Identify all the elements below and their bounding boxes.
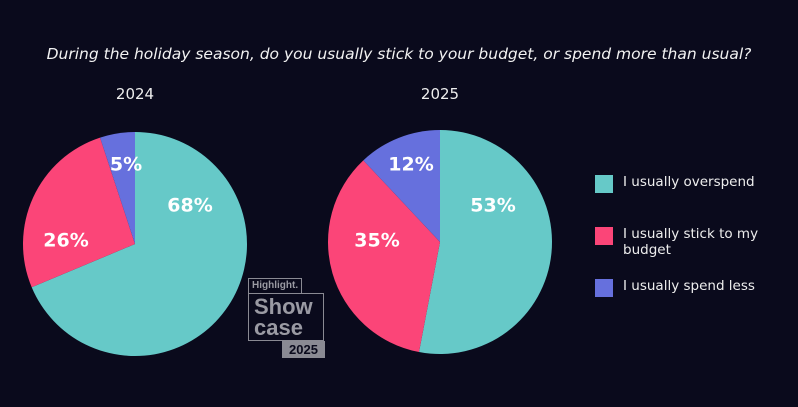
logo-year: 2025 (282, 341, 325, 358)
legend-label: I usually spend less (623, 278, 755, 294)
legend-swatch (595, 279, 613, 297)
chart-title: During the holiday season, do you usuall… (46, 45, 752, 63)
pie-2024-slice-spend-less (100, 132, 135, 244)
pie-2024-title: 2024 (115, 85, 155, 103)
legend-item-overspend: I usually overspend (595, 174, 795, 193)
logo-showcase: Show case (248, 293, 324, 341)
pie-2025-slice-spend-less (363, 130, 440, 242)
legend-item-stick-to-budget: I usually stick to my budget (595, 226, 795, 258)
legend-label: I usually overspend (623, 174, 755, 190)
pie-2025-slice-overspend (419, 130, 552, 354)
logo-line2: case (254, 315, 303, 340)
legend-item-spend-less: I usually spend less (595, 278, 795, 297)
pie-2024-slice-overspend (31, 132, 247, 356)
legend-swatch (595, 175, 613, 193)
pie-2025-title: 2025 (420, 85, 460, 103)
legend-swatch (595, 227, 613, 245)
pie-2024-label-overspend: 68% (167, 195, 212, 217)
pie-2025-label-stick-to-budget: 35% (354, 230, 399, 252)
logo-brand: Highlight. (248, 278, 303, 294)
pie-2024-label-spend-less: 5% (110, 154, 142, 176)
pie-2024-label-stick-to-budget: 26% (43, 230, 88, 252)
legend-label: I usually stick to my budget (623, 226, 759, 258)
pie-2024-slice-stick-to-budget (22, 137, 136, 288)
pie-2025-label-spend-less: 12% (388, 154, 433, 176)
pie-2025-label-overspend: 53% (470, 195, 515, 217)
pie-2025-slice-stick-to-budget (328, 160, 440, 353)
logo-line1: Show (254, 294, 313, 319)
